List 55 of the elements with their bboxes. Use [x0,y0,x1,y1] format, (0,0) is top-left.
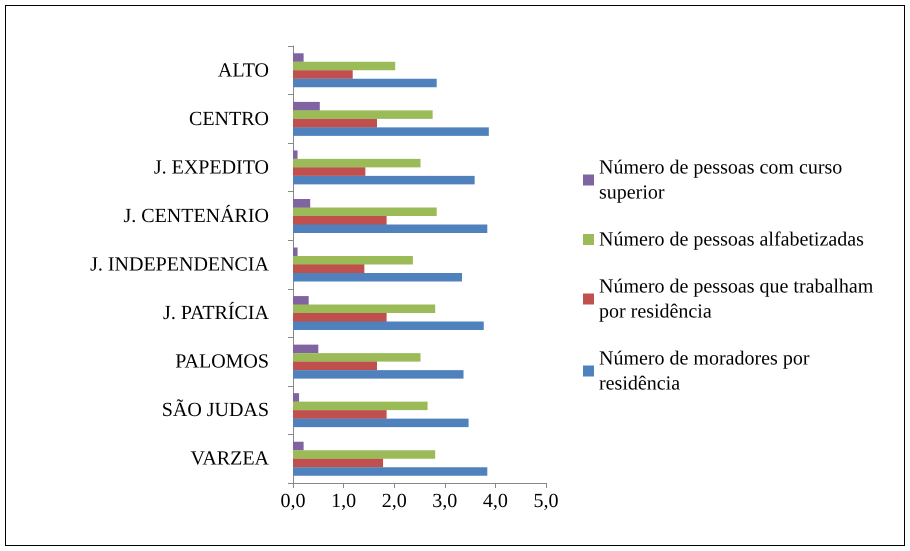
bar [293,62,396,70]
bar [293,150,298,159]
y-tick-label: J. EXPEDITO [154,156,269,178]
y-tick-label: J. CENTENÁRIO [123,204,269,227]
y-tick-label: PALOMOS [175,350,269,373]
bar [293,442,304,450]
y-tick-label: CENTRO [189,108,269,130]
legend-label: Número de pessoas com curso superior [599,156,848,204]
bar [293,304,436,314]
bar [293,118,377,128]
bar [293,207,437,216]
bar [293,362,377,370]
bar [293,296,309,305]
bar [293,53,304,62]
bar [293,198,310,208]
bar [293,176,475,184]
x-tick-label: 2,0 [382,490,407,512]
bar [293,458,384,468]
bar [293,272,462,282]
y-tick-label: SÃO JUDAS [162,399,269,422]
bar [293,256,413,264]
x-tick-label: 3,0 [432,490,458,512]
bar [293,264,364,273]
bar [293,322,484,330]
bar [293,393,300,402]
bar [293,167,366,176]
y-tick-label: J. INDEPENDENCIA [90,254,270,276]
bar [293,313,387,322]
legend-label: Número de pessoas que trabalham por residência [599,276,878,322]
bar [293,224,488,233]
bar [293,110,433,119]
bar [293,370,464,379]
bar [293,78,437,88]
legend-label: Número de moradores por residência [599,348,814,394]
bar [293,353,421,362]
y-tick-label: J. PATRÍCIA [163,301,270,324]
y-tick-label: VARZEA [190,448,270,470]
bar [293,450,436,459]
bar [293,248,298,256]
bar [293,216,387,224]
bar [293,70,353,79]
bar [293,402,428,410]
x-tick-label: 1,0 [331,490,356,512]
bar [293,158,421,168]
y-tick-label: ALTO [218,59,269,82]
bar [293,102,320,110]
bar [293,410,387,419]
bar [293,418,469,428]
bar [293,344,318,354]
x-tick-label: 5,0 [534,490,558,512]
x-tick-label: 4,0 [482,490,508,512]
x-tick-label: 0,0 [280,490,306,512]
legend-label: Número de pessoas alfabetizadas [599,228,864,250]
bar [293,467,488,476]
bar [293,127,489,136]
